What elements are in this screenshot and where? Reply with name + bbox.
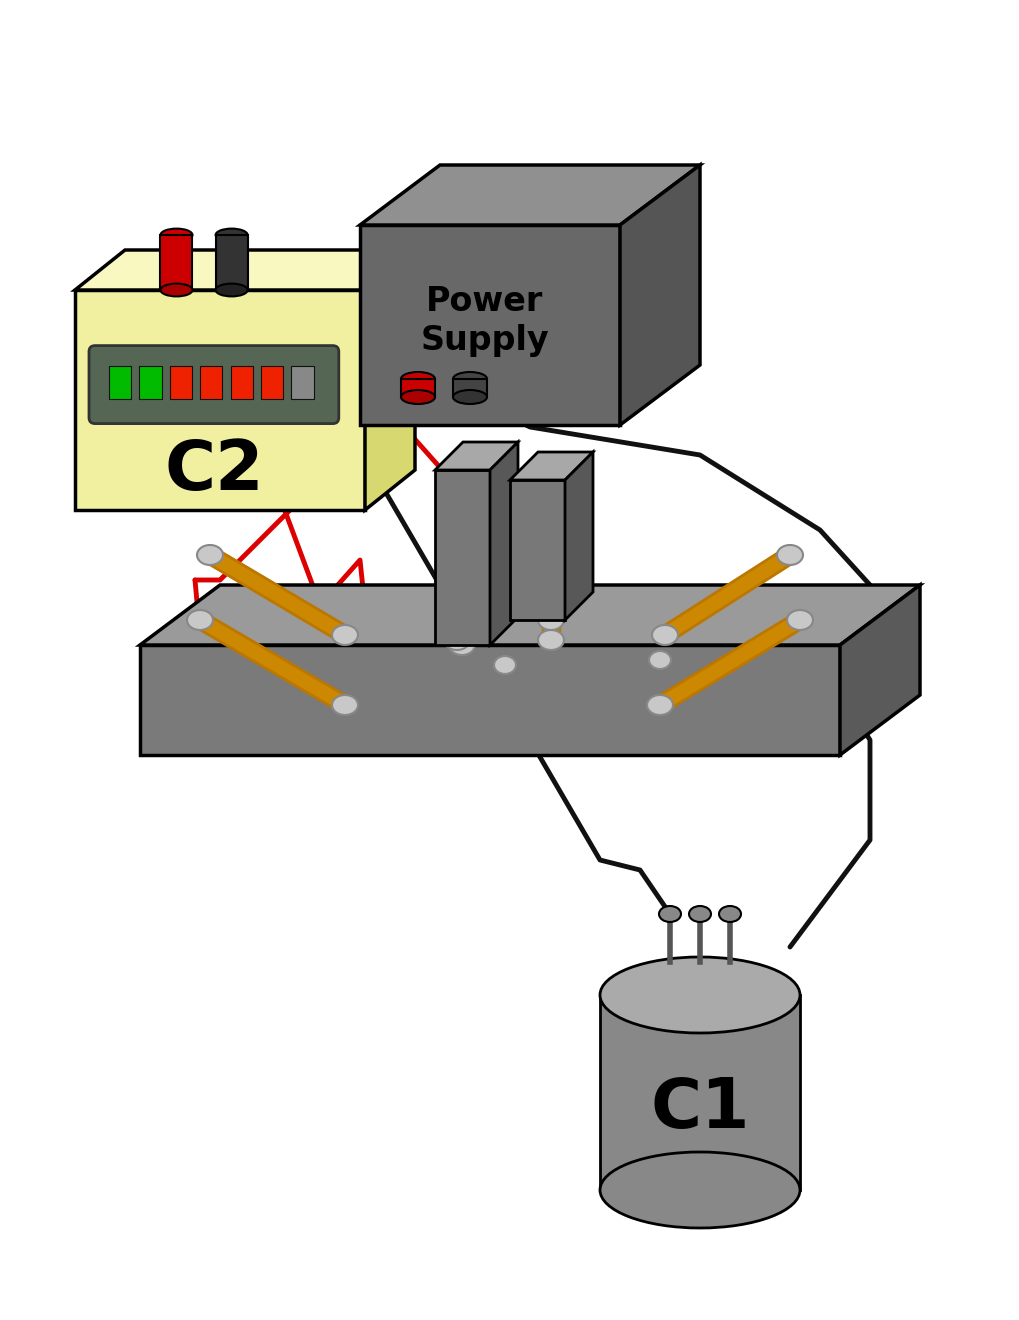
Ellipse shape — [599, 957, 799, 1034]
Ellipse shape — [197, 545, 223, 565]
Text: Power
Supply: Power Supply — [420, 285, 548, 356]
Polygon shape — [75, 290, 365, 510]
Polygon shape — [565, 451, 592, 620]
Bar — [400, 379, 434, 397]
Ellipse shape — [537, 610, 564, 630]
Ellipse shape — [651, 624, 678, 645]
Polygon shape — [599, 995, 799, 1191]
FancyBboxPatch shape — [89, 346, 338, 424]
Bar — [140, 366, 161, 399]
Polygon shape — [365, 249, 415, 510]
Ellipse shape — [599, 1152, 799, 1228]
Bar — [200, 366, 222, 399]
Ellipse shape — [648, 651, 671, 669]
Bar — [215, 235, 248, 290]
Ellipse shape — [688, 906, 710, 921]
Ellipse shape — [452, 389, 486, 404]
Polygon shape — [75, 249, 415, 290]
Ellipse shape — [215, 228, 248, 242]
Ellipse shape — [331, 624, 358, 645]
Polygon shape — [510, 480, 565, 620]
Ellipse shape — [160, 228, 193, 242]
Text: C1: C1 — [650, 1074, 749, 1142]
Ellipse shape — [776, 545, 802, 565]
Ellipse shape — [493, 656, 516, 675]
Ellipse shape — [443, 630, 470, 649]
Polygon shape — [434, 442, 518, 470]
Ellipse shape — [718, 906, 740, 921]
Bar — [109, 366, 131, 399]
Bar — [230, 366, 253, 399]
Ellipse shape — [160, 284, 193, 297]
Bar — [160, 235, 193, 290]
Polygon shape — [360, 224, 620, 425]
Polygon shape — [140, 645, 840, 755]
Bar — [169, 366, 192, 399]
Ellipse shape — [215, 284, 248, 297]
Ellipse shape — [452, 372, 486, 385]
Ellipse shape — [400, 372, 434, 385]
Ellipse shape — [400, 389, 434, 404]
Polygon shape — [360, 165, 699, 224]
Polygon shape — [510, 451, 592, 480]
Ellipse shape — [646, 696, 673, 715]
Polygon shape — [840, 585, 919, 755]
Bar — [291, 366, 314, 399]
Polygon shape — [434, 470, 489, 645]
Ellipse shape — [537, 630, 564, 649]
Bar — [261, 366, 283, 399]
Polygon shape — [489, 442, 518, 645]
Ellipse shape — [331, 696, 358, 715]
Ellipse shape — [448, 635, 475, 655]
Ellipse shape — [787, 610, 812, 630]
Ellipse shape — [658, 906, 681, 921]
Ellipse shape — [186, 610, 213, 630]
Polygon shape — [140, 585, 919, 645]
Bar — [452, 379, 486, 397]
Polygon shape — [620, 165, 699, 425]
Text: C2: C2 — [164, 437, 264, 504]
